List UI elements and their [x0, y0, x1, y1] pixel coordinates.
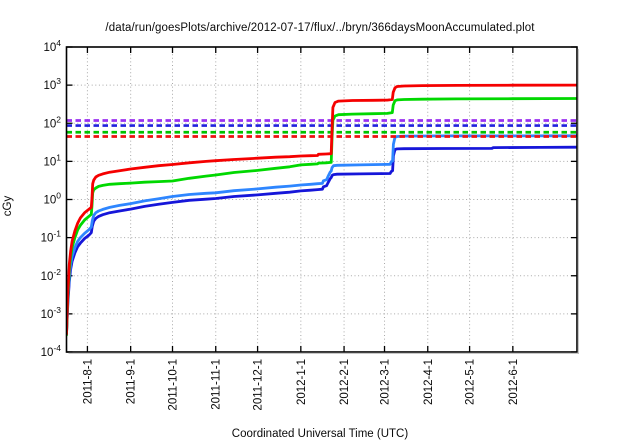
y-tick-label: 10-3 — [41, 305, 62, 321]
x-tick-label: 2011-11-1 — [211, 359, 223, 410]
frame-shadow-bottom — [68, 352, 579, 354]
series-accumulated-dose-green — [66, 97, 577, 337]
x-tick-label: 2011-10-1 — [168, 359, 180, 411]
frame-shadow-right — [577, 49, 579, 354]
x-tick-label: 2012-4-1 — [423, 359, 435, 405]
plot-frame — [65, 46, 578, 353]
chart-title: /data/run/goesPlots/archive/2012-07-17/f… — [105, 22, 535, 34]
y-tick-label: 101 — [43, 152, 61, 168]
x-tick-label: 2012-1-1 — [296, 359, 308, 405]
x-tick-label: 2012-5-1 — [465, 359, 477, 405]
y-tick-label: 100 — [43, 191, 61, 207]
x-tick-label: 2012-2-1 — [339, 359, 351, 405]
series-accumulated-dose-light-blue — [66, 134, 577, 335]
x-tick-label: 2011-12-1 — [253, 359, 265, 411]
y-tick-label: 102 — [43, 114, 61, 130]
y-tick-label: 103 — [43, 76, 61, 92]
x-tick-label: 2011-9-1 — [126, 359, 138, 404]
x-axis-label: Coordinated Universal Time (UTC) — [231, 428, 409, 440]
y-tick-label: 10-4 — [41, 343, 62, 359]
x-tick-label: 2012-6-1 — [508, 359, 520, 405]
series-accumulated-dose-red — [66, 83, 577, 336]
series-accumulated-dose-dark-blue — [66, 145, 577, 336]
x-tick-label: 2011-8-1 — [82, 359, 94, 404]
y-tick-label: 104 — [43, 38, 61, 54]
y-tick-label: 10-2 — [41, 267, 62, 283]
y-tick-label: 10-1 — [41, 229, 62, 245]
x-tick-label: 2012-3-1 — [380, 359, 392, 405]
